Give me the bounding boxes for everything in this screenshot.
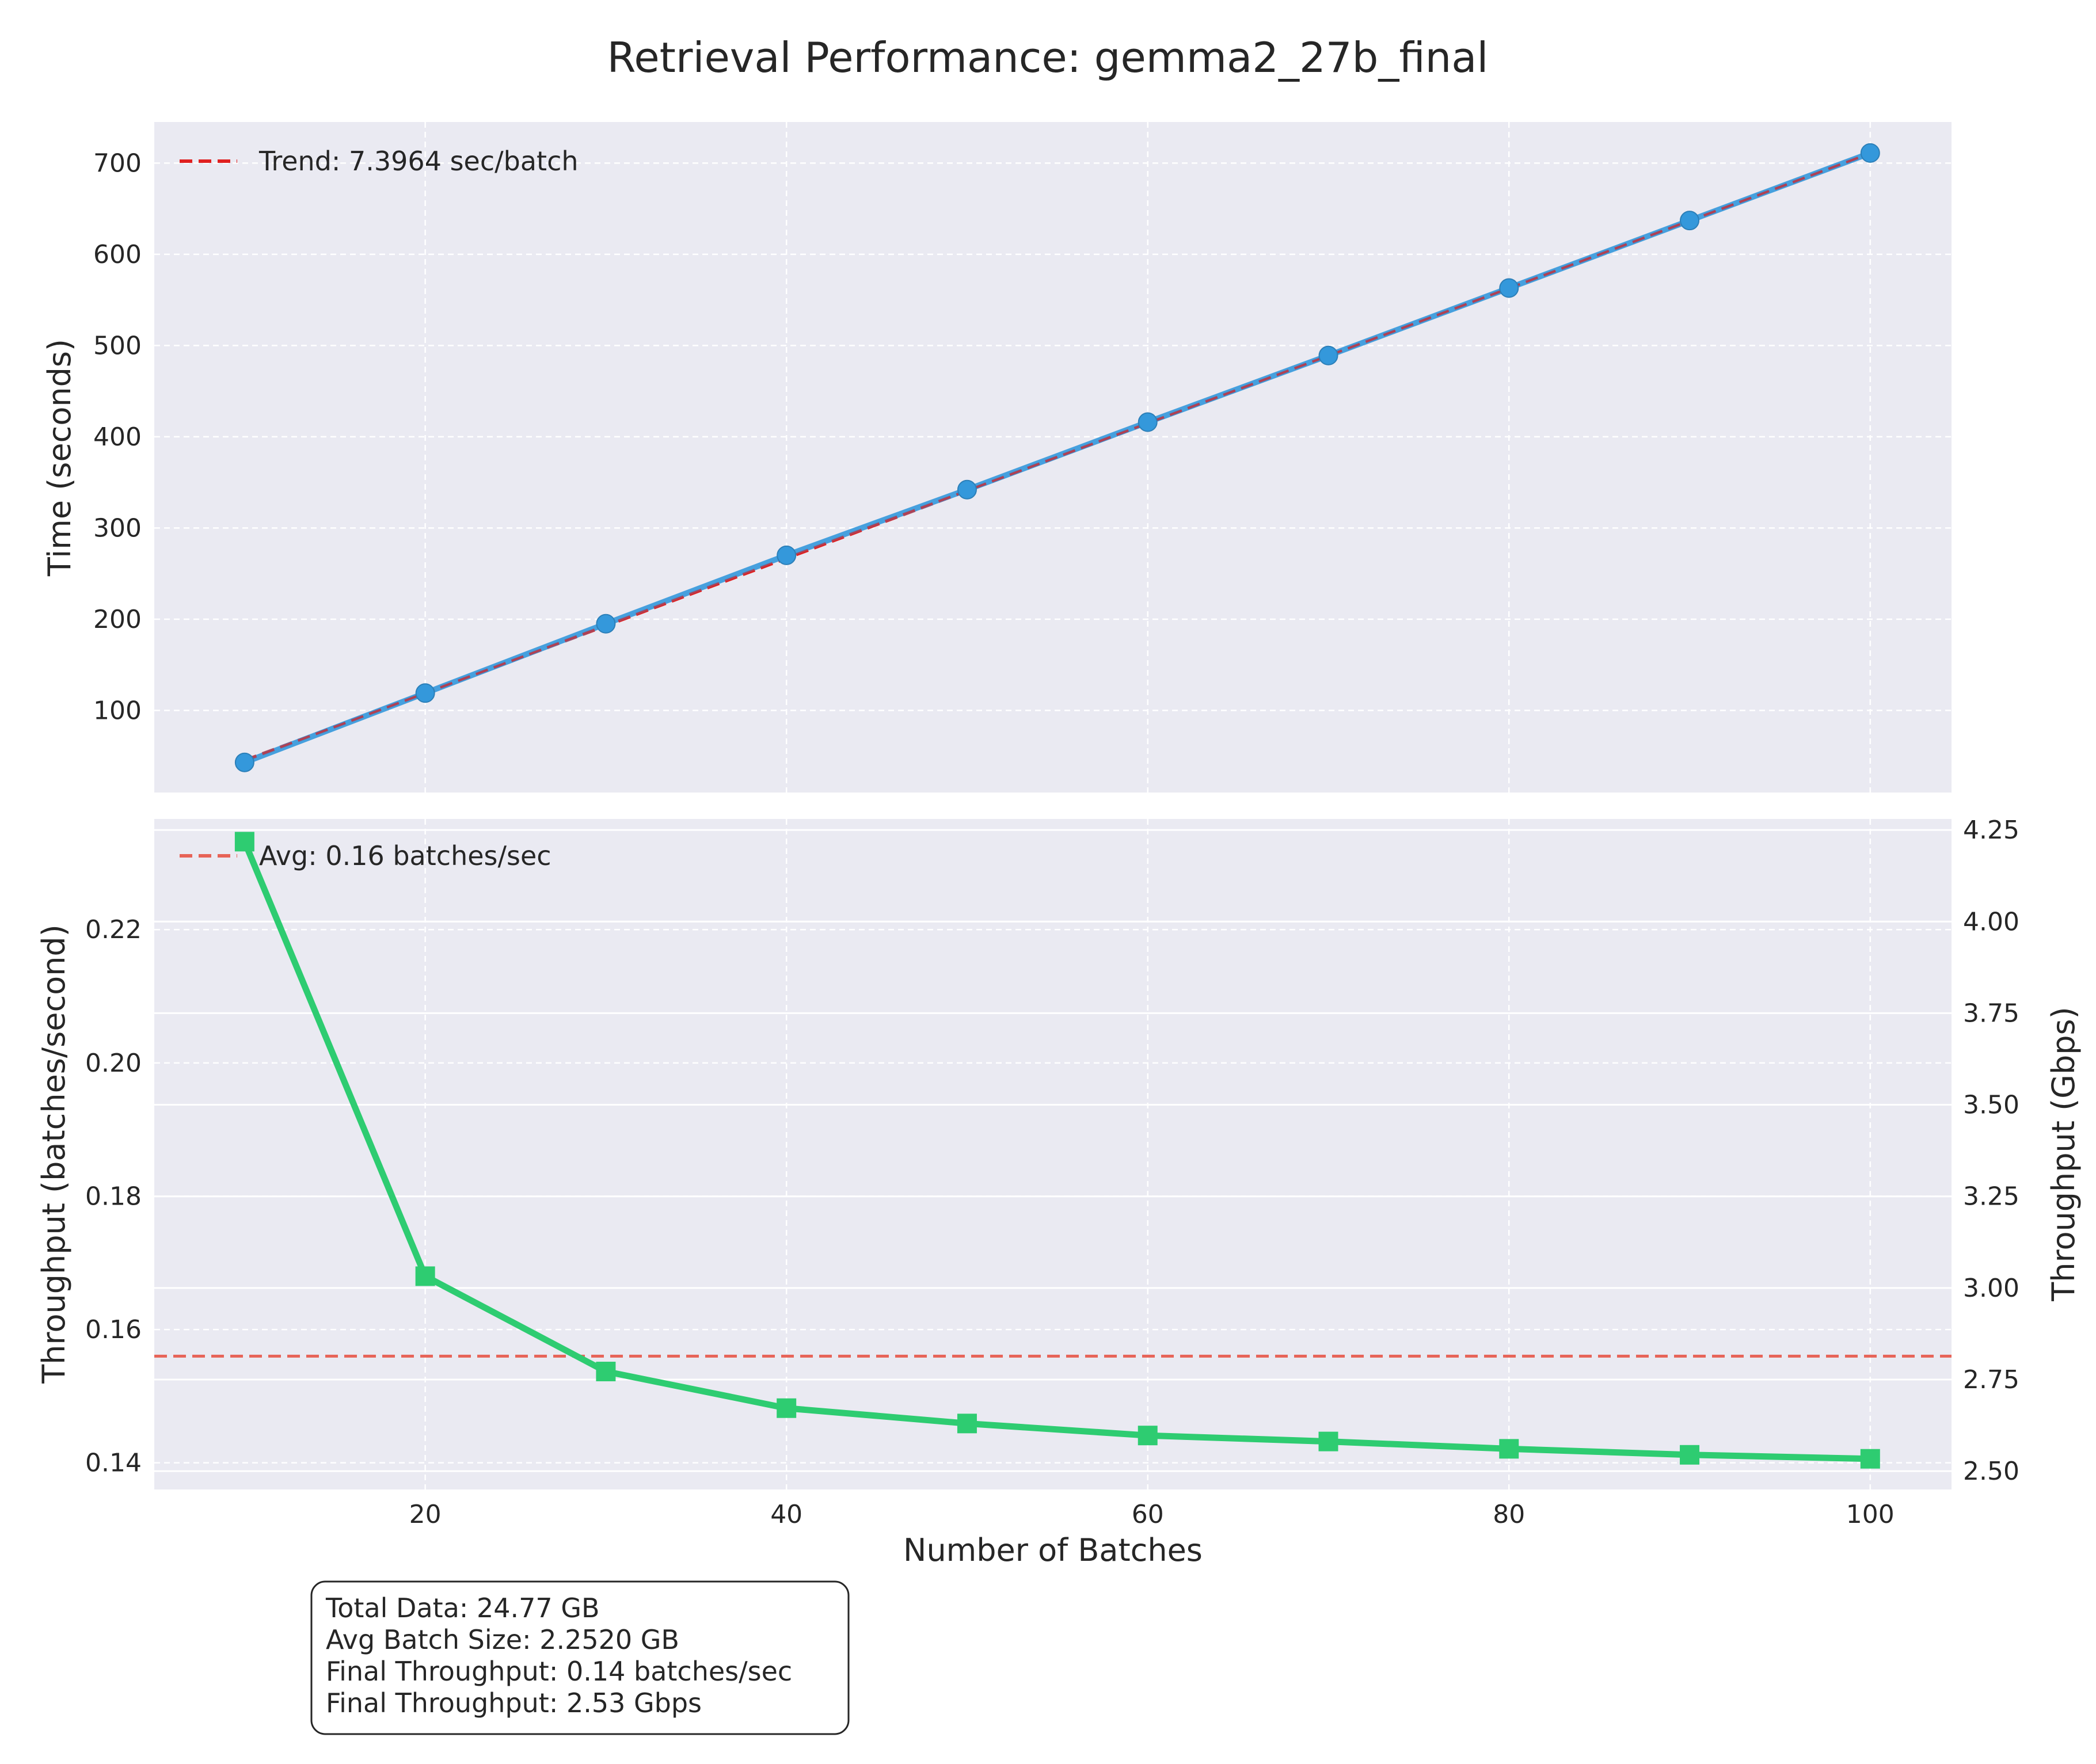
bottom-y-tick-labels: 0.14 0.16 0.18 0.20 0.22 <box>85 915 142 1477</box>
time-point <box>1138 412 1158 432</box>
top-y-tick-label: 700 <box>93 148 142 178</box>
bottom-right-y-tick-label: 3.50 <box>1963 1091 2019 1120</box>
time-point <box>234 752 254 772</box>
bottom-right-y-tick-label: 3.75 <box>1963 999 2019 1028</box>
time-point <box>1680 211 1700 231</box>
top-chart: 100 200 300 400 500 600 700 Trend: 7.3964 sec/… <box>41 122 1952 793</box>
bottom-right-y-tick-label: 3.25 <box>1963 1182 2019 1211</box>
x-tick-label: 60 <box>1132 1500 1164 1529</box>
throughput-point <box>1318 1431 1338 1451</box>
top-y-tick-label: 100 <box>93 696 142 725</box>
throughput-point <box>957 1414 977 1434</box>
bottom-y-tick-label: 0.22 <box>85 915 142 944</box>
top-legend: Trend: 7.3964 sec/batch <box>180 146 579 177</box>
bottom-right-y-tick-labels: 2.50 2.75 3.00 3.25 3.50 3.75 4.00 4.25 <box>1963 816 2019 1486</box>
info-final-throughput-gbps: Final Throughput: 2.53 Gbps <box>326 1687 702 1719</box>
throughput-point <box>234 832 254 852</box>
bottom-right-y-tick-label: 3.00 <box>1963 1274 2019 1303</box>
bottom-y-tick-label: 0.16 <box>85 1315 142 1344</box>
top-y-tick-label: 200 <box>93 605 142 634</box>
bottom-right-y-tick-label: 4.25 <box>1963 816 2019 845</box>
throughput-point <box>415 1266 435 1286</box>
throughput-point <box>777 1398 797 1418</box>
x-tick-label: 40 <box>770 1500 802 1529</box>
throughput-point <box>1860 1449 1880 1469</box>
info-box-frame <box>310 1580 850 1735</box>
time-point <box>777 545 797 565</box>
bottom-chart: 0.14 0.16 0.18 0.20 0.22 2.50 2.75 3.00 3.25 3.5… <box>36 816 2082 1568</box>
bottom-plot-background <box>154 819 1952 1489</box>
x-tick-label: 20 <box>409 1500 442 1529</box>
bottom-y-tick-label: 0.20 <box>85 1049 142 1078</box>
top-y-tick-label: 400 <box>93 422 142 452</box>
bottom-legend: Avg: 0.16 batches/sec <box>180 840 551 871</box>
x-tick-labels: 20 40 60 80 100 <box>409 1500 1895 1529</box>
throughput-series-group <box>234 832 1880 1469</box>
time-point <box>596 614 616 634</box>
time-point <box>957 479 977 500</box>
top-y-tick-label: 600 <box>93 240 142 269</box>
bottom-y-tick-label: 0.14 <box>85 1449 142 1478</box>
throughput-point <box>596 1362 616 1382</box>
bottom-right-y-axis-label: Throughput (Gbps) <box>2045 1007 2082 1302</box>
avg-legend-label: Avg: 0.16 batches/sec <box>259 840 551 871</box>
bottom-right-y-tick-label: 2.75 <box>1963 1365 2019 1395</box>
bottom-gridlines <box>154 819 1952 1489</box>
time-point <box>415 683 435 703</box>
bottom-right-y-tick-label: 2.50 <box>1963 1457 2019 1486</box>
top-y-tick-label: 300 <box>93 513 142 543</box>
time-point <box>1318 345 1338 365</box>
bottom-y-tick-label: 0.18 <box>85 1182 142 1211</box>
info-final-throughput-batches: Final Throughput: 0.14 batches/sec <box>326 1656 792 1687</box>
x-tick-label: 100 <box>1846 1500 1895 1529</box>
x-tick-label: 80 <box>1493 1500 1525 1529</box>
info-box: Total Data: 24.77 GB Avg Batch Size: 2.2… <box>310 1580 850 1735</box>
throughput-point <box>1499 1439 1519 1459</box>
trend-legend-label: Trend: 7.3964 sec/batch <box>258 146 579 177</box>
top-gridlines <box>154 122 1952 793</box>
info-total-data: Total Data: 24.77 GB <box>325 1592 600 1624</box>
trend-line-overlay <box>244 152 1871 762</box>
top-y-axis-label: Time (seconds) <box>41 339 78 577</box>
throughput-point <box>1680 1445 1700 1465</box>
info-avg-batch-size: Avg Batch Size: 2.2520 GB <box>326 1624 679 1655</box>
top-y-tick-labels: 100 200 300 400 500 600 700 <box>93 148 142 725</box>
bottom-y-axis-label: Throughput (batches/second) <box>36 924 72 1384</box>
throughput-line <box>241 840 1870 1462</box>
time-point <box>1499 278 1519 298</box>
bottom-right-y-tick-label: 4.00 <box>1963 907 2019 936</box>
time-point <box>1860 143 1880 163</box>
chart-title: Retrieval Performance: gemma2_27b_final <box>607 33 1489 82</box>
time-series-group <box>234 143 1880 772</box>
top-y-tick-label: 500 <box>93 331 142 360</box>
x-axis-label: Number of Batches <box>903 1532 1203 1568</box>
throughput-point <box>1138 1426 1158 1446</box>
